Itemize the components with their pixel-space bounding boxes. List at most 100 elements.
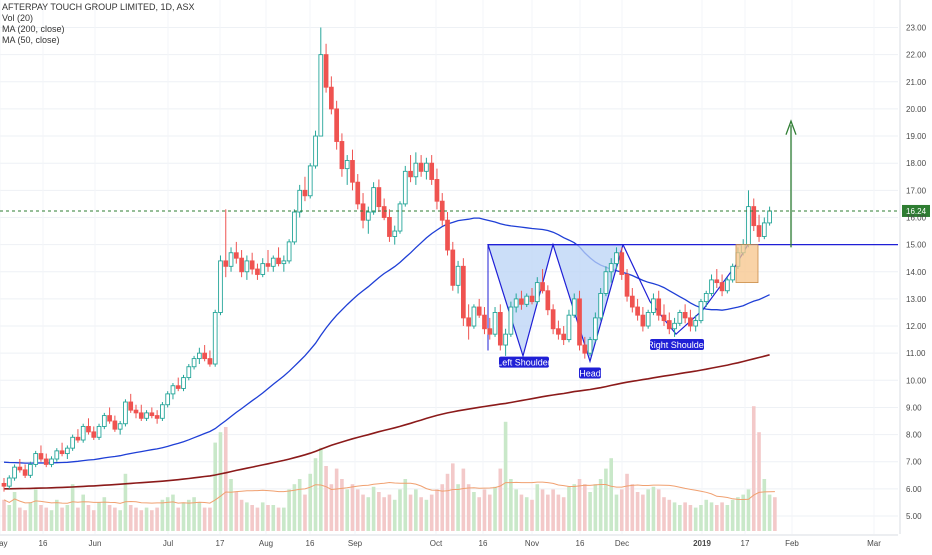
volume-bar [276, 507, 281, 531]
candle-body [709, 279, 714, 294]
candle-body [344, 160, 350, 170]
chart-legend: AFTERPAY TOUCH GROUP LIMITED, 1D, ASX Vo… [2, 2, 195, 46]
volume-bar [387, 494, 392, 531]
candle-body [91, 431, 97, 438]
candle-body [392, 230, 398, 237]
candle-body [767, 210, 772, 224]
volume-bar [334, 468, 339, 531]
y-tick-label: 16.00 [906, 213, 927, 222]
candle-body [450, 249, 456, 286]
volume-bar [403, 479, 408, 531]
volume-bar [540, 489, 545, 531]
volume-bar [699, 505, 703, 531]
candle-body [318, 54, 324, 137]
volume-bar [255, 507, 260, 531]
volume-bar [18, 507, 22, 531]
volume-bar [282, 507, 286, 531]
candle-body [181, 377, 186, 389]
volume-bar [588, 492, 592, 531]
volume-bar [171, 494, 175, 531]
volume-bar [641, 494, 645, 531]
volume-bar [678, 505, 682, 531]
volume-bar [466, 484, 471, 531]
left-shoulder-label: Left Shoulder [497, 358, 551, 368]
x-tick-label: Sep [348, 539, 363, 548]
x-tick-label: Aug [259, 539, 273, 548]
candle-body [144, 412, 149, 419]
y-tick-label: 20.00 [906, 105, 927, 114]
volume-bar [70, 484, 75, 531]
candle-body [228, 252, 234, 267]
candle-body [656, 298, 662, 316]
volume-bar [329, 484, 334, 531]
candle-body [698, 301, 704, 322]
volume-bar [487, 494, 492, 531]
candle-body [645, 312, 651, 327]
volume-bar [297, 479, 302, 531]
pattern-label-badge [579, 367, 601, 379]
candle-body [65, 447, 70, 455]
candle-body [524, 295, 530, 305]
target-arrowhead [785, 119, 797, 135]
candle-body [661, 314, 667, 322]
candle-body [207, 358, 213, 365]
volume-bar [266, 505, 270, 531]
volume-bar [630, 484, 635, 531]
candle-body [244, 260, 250, 273]
volume-bar [313, 458, 318, 531]
volume-bar [366, 497, 371, 531]
volume-bar [535, 484, 540, 531]
volume-bar [693, 507, 698, 531]
volume-bar [197, 502, 202, 531]
candle-body [376, 187, 382, 208]
candle-body [751, 206, 757, 227]
pattern-label-badge [650, 339, 704, 351]
volume-bar [451, 463, 455, 531]
y-tick-label: 17.00 [906, 186, 927, 195]
volume-bar [187, 499, 191, 531]
y-tick-label: 8.00 [906, 431, 922, 440]
volume-bar [345, 489, 349, 531]
candle-body [682, 312, 688, 319]
volume-bar [23, 510, 27, 531]
volume-bar [625, 473, 629, 531]
volume-bar [340, 479, 344, 531]
volume-bar [445, 473, 450, 531]
volume-bar [292, 484, 297, 531]
volume-bar [134, 507, 138, 531]
volume-bar [107, 505, 112, 531]
x-tick-label: 16 [306, 539, 315, 548]
candle-body [719, 282, 725, 292]
candle-body [350, 160, 355, 183]
volume-bars [2, 406, 777, 531]
candle-body [640, 314, 646, 327]
candle-body [461, 265, 466, 319]
candle-body [365, 211, 371, 221]
y-tick-label: 12.00 [906, 322, 927, 331]
candle-body [202, 352, 207, 360]
volume-bar [213, 442, 217, 531]
volume-bar [86, 505, 91, 531]
candle-body [424, 162, 429, 172]
volume-bar [39, 505, 43, 531]
candle-body [730, 265, 735, 281]
volume-bar [60, 507, 64, 531]
volume-bar [192, 497, 196, 531]
volume-bar [715, 505, 719, 531]
candle-body [17, 466, 23, 471]
candle-body [107, 415, 112, 422]
candle-body [218, 260, 223, 313]
volume-bar [2, 499, 6, 531]
volume-bar [482, 489, 487, 531]
candle-body [619, 252, 625, 275]
volume-bar [619, 489, 624, 531]
candle-body [381, 206, 387, 218]
volume-bar [725, 505, 730, 531]
candle-body [197, 352, 202, 360]
volume-bar [751, 406, 756, 531]
candle-body [239, 257, 244, 273]
volume-bar [773, 497, 777, 531]
legend-ma50: MA (50, close) [2, 35, 60, 45]
volume-bar [7, 505, 12, 531]
x-tick-label: 16 [576, 539, 585, 548]
